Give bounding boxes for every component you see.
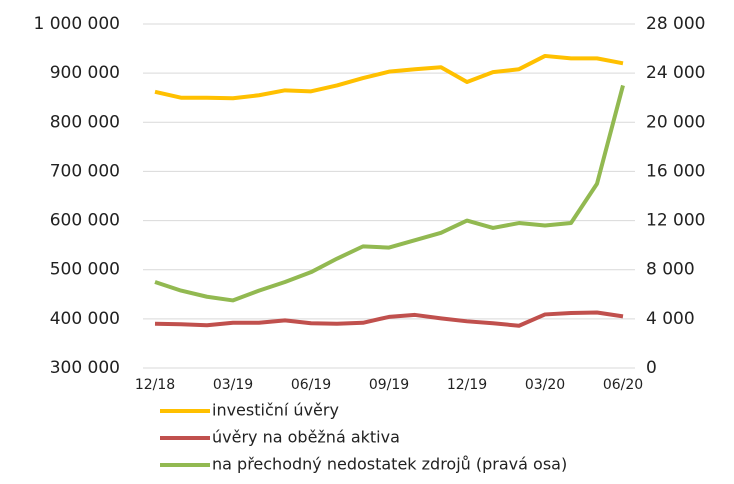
- x-tick-label: 06/19: [291, 377, 331, 393]
- y2-tick-label: 8 000: [646, 260, 695, 280]
- series-line: [154, 84, 625, 303]
- x-tick-label: 03/19: [213, 377, 253, 393]
- y-tick-label: 700 000: [50, 161, 120, 181]
- x-tick-label: 12/19: [447, 377, 487, 393]
- y2-tick-label: 0: [646, 358, 657, 378]
- legend-label: investiční úvěry: [212, 401, 339, 420]
- y2-tick-label: 4 000: [646, 309, 695, 329]
- y2-tick-label: 28 000: [646, 14, 705, 34]
- y-tick-label: 500 000: [50, 260, 120, 280]
- y-tick-label: 300 000: [50, 358, 120, 378]
- legend-label: na přechodný nedostatek zdrojů (pravá os…: [212, 455, 567, 474]
- legend-label: úvěry na oběžná aktiva: [212, 428, 400, 447]
- series-line: [154, 310, 624, 328]
- y-tick-label: 600 000: [50, 211, 120, 231]
- series-line: [154, 53, 624, 101]
- x-tick-label: 06/20: [603, 377, 643, 393]
- y2-tick-label: 12 000: [646, 211, 705, 231]
- y-tick-label: 800 000: [50, 112, 120, 132]
- y2-tick-label: 16 000: [646, 161, 705, 181]
- y-tick-label: 1 000 000: [33, 14, 120, 34]
- x-tick-label: 09/19: [369, 377, 409, 393]
- y2-tick-label: 20 000: [646, 112, 705, 132]
- x-tick-label: 03/20: [525, 377, 565, 393]
- x-tick-label: 12/18: [135, 377, 175, 393]
- y2-tick-label: 24 000: [646, 63, 705, 83]
- y-tick-label: 900 000: [50, 63, 120, 83]
- y-tick-label: 400 000: [50, 309, 120, 329]
